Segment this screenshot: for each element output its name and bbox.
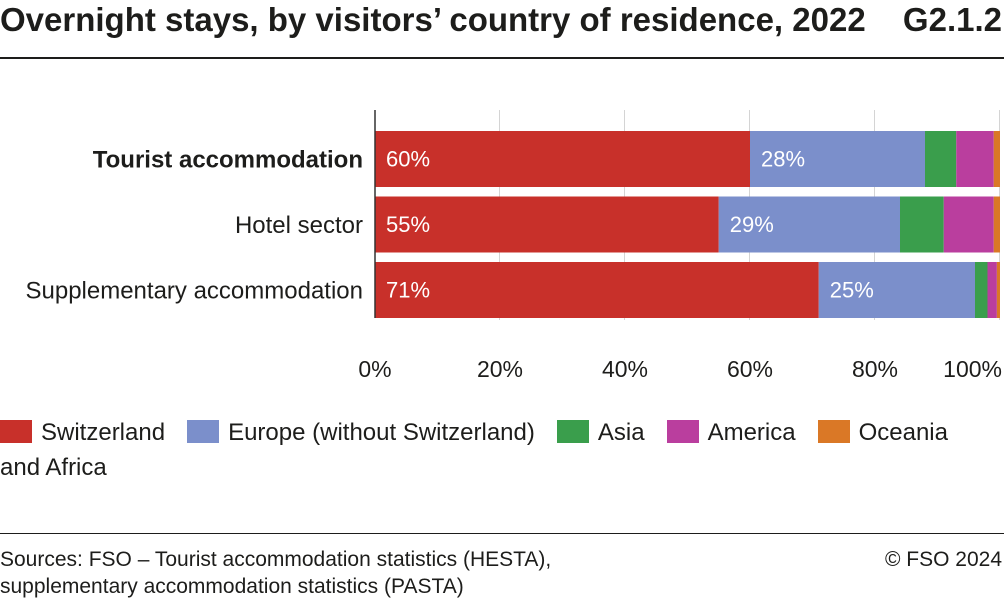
legend-swatch-asia — [556, 420, 589, 443]
bars — [375, 131, 1000, 318]
legend-label-switzerland: Switzerland — [41, 419, 166, 446]
bar-segment-switzerland-tourist-accommodation — [375, 131, 750, 187]
legend-label-america: America — [707, 419, 796, 446]
chart-title: Overnight stays, by visitors’ country of… — [0, 1, 866, 38]
data-label-switzerland-supplementary-accommodation: 71% — [386, 278, 430, 303]
bar-segment-oceania-and-africa-hotel-sector — [993, 196, 1000, 253]
sources-line-1: Sources: FSO – Tourist accommodation sta… — [0, 548, 552, 571]
stacked-bar-chart: 60% 28% 55% 29% 71% 25% Tourist accommodation… — [25, 110, 1002, 382]
x-tick-label-20: 20% — [477, 356, 523, 382]
legend-item-europe: Europe (without Switzerland) — [187, 419, 535, 446]
legend-label-oceania-africa: Oceania and Africa — [0, 419, 948, 481]
figure-number: G2.1.2 — [902, 1, 1002, 38]
x-tick-label-80: 80% — [852, 356, 898, 382]
header-divider — [0, 57, 1004, 59]
legend-item-america: America — [666, 419, 796, 446]
x-tick-label-0: 0% — [358, 356, 391, 382]
sources-note: Sources: FSO – Tourist accommodation sta… — [0, 546, 551, 600]
legend-item-oceania-africa: Oceania and Africa — [0, 419, 948, 481]
category-label-hotel-sector: Hotel sector — [235, 212, 363, 239]
legend-swatch-switzerland — [0, 420, 32, 443]
x-axis-tick-labels: 0% 20% 40% 60% 80% 100% — [358, 356, 1002, 382]
x-tick-label-60: 60% — [727, 356, 773, 382]
bar-segment-oceania-and-africa-supplementary-accommodation — [996, 262, 1000, 318]
legend-item-asia: Asia — [556, 419, 645, 446]
data-label-europe-without-switzerland-tourist-accommodation: 28% — [761, 147, 805, 172]
bar-segment-america-tourist-accommodation — [956, 131, 994, 187]
footer-divider — [0, 533, 1004, 534]
category-labels: Tourist accommodation Hotel sector Supplem… — [25, 146, 363, 304]
bar-segment-switzerland-hotel-sector — [375, 196, 719, 253]
legend-swatch-america — [666, 420, 699, 443]
sources-line-2: supplementary accommodation statistics (… — [0, 575, 464, 598]
bar-segment-asia-hotel-sector — [900, 196, 944, 253]
bar-segment-america-supplementary-accommodation — [987, 262, 997, 318]
copyright: © FSO 2024 — [884, 548, 1002, 571]
data-label-switzerland-tourist-accommodation: 60% — [386, 147, 430, 172]
bar-segment-asia-supplementary-accommodation — [975, 262, 988, 318]
data-label-europe-without-switzerland-supplementary-accommodation: 25% — [830, 278, 874, 303]
legend-swatch-europe — [187, 420, 220, 443]
category-label-supplementary-accommodation: Supplementary accommodation — [25, 277, 363, 304]
legend-label-asia: Asia — [597, 419, 645, 446]
legend-label-europe: Europe (without Switzerland) — [228, 419, 535, 446]
bar-segment-europe-without-switzerland-tourist-accommodation — [750, 131, 925, 187]
legend-item-switzerland: Switzerland — [0, 419, 165, 446]
x-tick-label-40: 40% — [602, 356, 648, 382]
bar-segment-europe-without-switzerland-supplementary-accommodation — [818, 262, 975, 318]
bar-segment-america-hotel-sector — [943, 196, 994, 253]
legend-swatch-oceania-africa — [817, 420, 850, 443]
x-tick-label-100: 100% — [943, 356, 1002, 382]
legend: Switzerland Europe (without Switzerland) A… — [0, 415, 965, 485]
category-label-tourist-accommodation: Tourist accommodation — [93, 146, 363, 173]
bar-segment-europe-without-switzerland-hotel-sector — [718, 196, 900, 253]
data-labels: 60% 28% 55% 29% 71% 25% — [386, 147, 874, 303]
bar-segment-switzerland-supplementary-accommodation — [375, 262, 819, 318]
data-label-europe-without-switzerland-hotel-sector: 29% — [730, 212, 774, 237]
bar-segment-asia-tourist-accommodation — [925, 131, 957, 187]
bar-segment-oceania-and-africa-tourist-accommodation — [993, 131, 1000, 187]
data-label-switzerland-hotel-sector: 55% — [386, 212, 430, 237]
